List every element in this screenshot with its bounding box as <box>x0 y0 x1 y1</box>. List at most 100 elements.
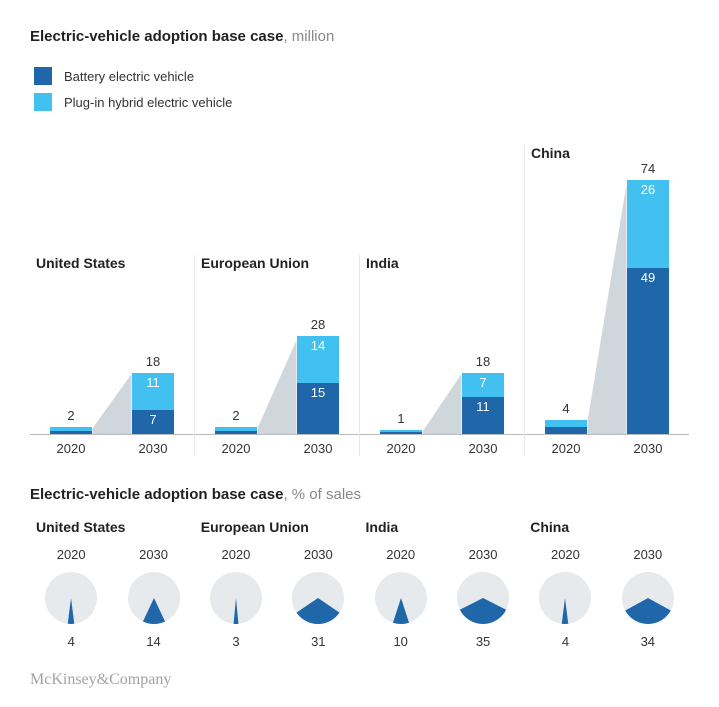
pie-row: 2020 3 2030 31 <box>195 547 360 649</box>
bar-column: 2 <box>50 408 92 434</box>
bars-row: 4 74 2649 <box>525 161 689 435</box>
legend: Battery electric vehicle Plug-in hybrid e… <box>34 67 689 111</box>
bar-column: 18 117 <box>132 354 174 434</box>
bar-total-label: 18 <box>146 354 160 369</box>
pie-value-label: 34 <box>641 634 655 649</box>
bar-chart-panel: China474264920202030 <box>524 145 689 456</box>
pie-year-label: 2030 <box>633 547 662 562</box>
bar-column: 1 <box>380 411 422 434</box>
bar-chart-panel: European Union228141520202030 <box>194 255 359 456</box>
bar-stack <box>50 427 92 434</box>
pie-column: 20204 <box>43 547 99 649</box>
bar-total-label: 4 <box>562 401 569 416</box>
bar-segment-bev: 11 <box>462 397 504 434</box>
bar-stack <box>380 430 422 434</box>
pie-value-label: 14 <box>146 634 160 649</box>
legend-label: Plug-in hybrid electric vehicle <box>64 95 232 110</box>
chart-area: 2 18 117 <box>30 255 194 435</box>
bar-stack <box>215 427 257 434</box>
bar-segment-bev <box>50 431 92 434</box>
bar-stack: 2649 <box>627 180 669 434</box>
bar-column: 4 <box>545 401 587 434</box>
pie-column: 2020 3 <box>208 547 264 649</box>
legend-item: Plug-in hybrid electric vehicle <box>34 93 689 111</box>
legend-item: Battery electric vehicle <box>34 67 689 85</box>
x-axis-label: 2020 <box>50 441 92 456</box>
pie-chart-icon <box>620 570 676 626</box>
pie-year-label: 2030 <box>469 547 498 562</box>
pie-value-label: 3 <box>232 634 239 649</box>
pie-column: 2030 35 <box>455 547 511 649</box>
pie-column: 2030 31 <box>290 547 346 649</box>
bar-segment-phev: 11 <box>132 373 174 410</box>
pie-chart-icon <box>126 570 182 626</box>
pie-year-label: 2030 <box>139 547 168 562</box>
bar-stack: 117 <box>132 373 174 434</box>
pie-column: 2020 10 <box>373 547 429 649</box>
pie-panel: United States 20204 2030 14 <box>30 519 195 649</box>
bar-segment-phev: 7 <box>462 373 504 397</box>
bar-total-label: 74 <box>641 161 655 176</box>
bar-column: 28 1415 <box>297 317 339 434</box>
pie-chart-icon <box>208 570 264 626</box>
bar-segment-phev: 26 <box>627 180 669 268</box>
bar-stack: 1415 <box>297 336 339 434</box>
pie-panel: India 2020 10 2030 35 <box>360 519 525 649</box>
pie-panel-title: China <box>524 519 689 535</box>
legend-swatch <box>34 93 52 111</box>
pie-year-label: 2020 <box>221 547 250 562</box>
pie-year-label: 2020 <box>386 547 415 562</box>
chart-title-unit: , million <box>283 28 334 45</box>
legend-label: Battery electric vehicle <box>64 69 194 84</box>
pie-panel: China 20204 2030 34 <box>524 519 689 649</box>
bar-segment-bev <box>380 432 422 434</box>
x-axis: 20202030 <box>195 435 359 456</box>
chart-subtitle-bold: Electric-vehicle adoption base case <box>30 486 283 503</box>
bar-chart-panels: United States21811720202030European Unio… <box>30 145 689 456</box>
pie-column: 20204 <box>537 547 593 649</box>
pie-column: 2030 34 <box>620 547 676 649</box>
chart-subtitle-unit: , % of sales <box>283 486 361 503</box>
pie-chart-icon <box>290 570 346 626</box>
x-axis: 2020 2030 <box>30 435 194 456</box>
pie-panel-title: United States <box>30 519 195 535</box>
bars-row: 2 28 1415 <box>195 317 359 435</box>
pie-chart-icon <box>373 570 429 626</box>
bar-column: 74 2649 <box>627 161 669 434</box>
bar-column: 2 <box>215 408 257 434</box>
pie-chart-panels: United States20204203014European Union20… <box>30 519 689 649</box>
pie-year-label: 2030 <box>304 547 333 562</box>
pie-row: 2020 10 2030 35 <box>360 547 525 649</box>
pie-panel-title: European Union <box>195 519 360 535</box>
x-axis-label: 2020 <box>545 441 587 456</box>
chart-title: Electric-vehicle adoption base case, mil… <box>30 28 689 45</box>
pie-value-label: 31 <box>311 634 325 649</box>
bar-total-label: 1 <box>397 411 404 426</box>
bar-total-label: 2 <box>232 408 239 423</box>
bar-segment-bev: 49 <box>627 268 669 434</box>
bar-segment-phev <box>545 420 587 427</box>
bar-total-label: 28 <box>311 317 325 332</box>
pie-value-label: 35 <box>476 634 490 649</box>
pie-year-label: 2020 <box>57 547 86 562</box>
pie-value-label: 10 <box>393 634 407 649</box>
pie-chart-icon <box>43 570 99 626</box>
bar-segment-bev: 15 <box>297 383 339 434</box>
bar-chart-panel: United States21811720202030 <box>30 255 194 456</box>
chart-area: 4 74 2649 <box>525 145 689 435</box>
x-axis: 2020 2030 <box>525 435 689 456</box>
footer-brand: McKinsey&Company <box>30 671 689 689</box>
bar-segment-bev: 7 <box>132 410 174 434</box>
bar-segment-bev <box>545 427 587 434</box>
pie-chart-icon <box>537 570 593 626</box>
x-axis-label: 2030 <box>297 441 339 456</box>
bars-row: 2 18 117 <box>30 354 194 435</box>
chart-title-bold: Electric-vehicle adoption base case <box>30 28 283 45</box>
pie-panel-title: India <box>360 519 525 535</box>
bars-row: 118711 <box>360 354 524 435</box>
bar-total-label: 2 <box>67 408 74 423</box>
pie-year-label: 2020 <box>551 547 580 562</box>
bar-segment-bev <box>215 431 257 434</box>
x-axis-label: 2030 <box>132 441 174 456</box>
x-axis-label: 2030 <box>627 441 669 456</box>
